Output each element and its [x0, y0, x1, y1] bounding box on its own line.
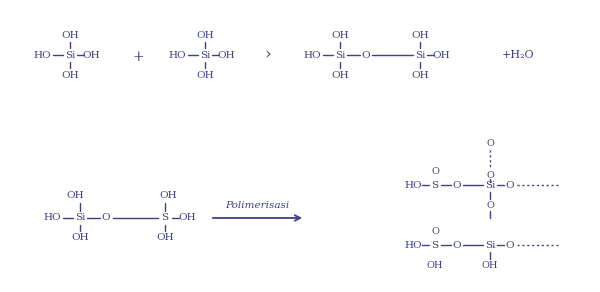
Text: OH: OH — [82, 51, 100, 60]
Text: O: O — [486, 201, 494, 209]
Text: O: O — [101, 213, 110, 223]
Text: OH: OH — [196, 70, 214, 79]
Text: OH: OH — [61, 30, 79, 39]
Text: Si: Si — [485, 180, 495, 190]
Text: O: O — [362, 51, 370, 60]
Text: OH: OH — [331, 70, 349, 79]
Text: OH: OH — [61, 70, 79, 79]
Text: HO: HO — [404, 180, 422, 190]
Text: O: O — [506, 241, 514, 249]
Text: OH: OH — [178, 213, 196, 223]
Text: OH: OH — [71, 234, 89, 242]
Text: OH: OH — [156, 234, 174, 242]
Text: O: O — [431, 166, 439, 175]
Text: Si: Si — [485, 241, 495, 249]
Text: OH: OH — [411, 30, 429, 39]
Text: Si: Si — [335, 51, 345, 60]
Text: O: O — [452, 180, 461, 190]
Text: Si: Si — [200, 51, 210, 60]
Text: +H₂O: +H₂O — [502, 50, 535, 60]
Text: OH: OH — [411, 70, 429, 79]
Text: O: O — [452, 241, 461, 249]
Text: OH: OH — [196, 30, 214, 39]
Text: S: S — [431, 241, 439, 249]
Text: S: S — [431, 180, 439, 190]
Text: +: + — [132, 50, 144, 64]
Text: O: O — [486, 171, 494, 180]
Text: OH: OH — [159, 192, 177, 201]
Text: Polimerisasi: Polimerisasi — [225, 201, 289, 209]
Text: Si: Si — [415, 51, 425, 60]
Text: OH: OH — [432, 51, 450, 60]
Text: OH: OH — [427, 260, 443, 270]
Text: HO: HO — [303, 51, 321, 60]
Text: OH: OH — [66, 192, 84, 201]
Text: O: O — [486, 138, 494, 147]
Text: O: O — [431, 227, 439, 236]
Text: Si: Si — [75, 213, 85, 223]
Text: HO: HO — [404, 241, 422, 249]
Text: S: S — [161, 213, 169, 223]
Text: ›: › — [265, 46, 271, 63]
Text: HO: HO — [33, 51, 51, 60]
Text: OH: OH — [217, 51, 235, 60]
Text: O: O — [506, 180, 514, 190]
Text: HO: HO — [168, 51, 186, 60]
Text: OH: OH — [482, 260, 498, 270]
Text: OH: OH — [331, 30, 349, 39]
Text: HO: HO — [43, 213, 61, 223]
Text: Si: Si — [65, 51, 75, 60]
